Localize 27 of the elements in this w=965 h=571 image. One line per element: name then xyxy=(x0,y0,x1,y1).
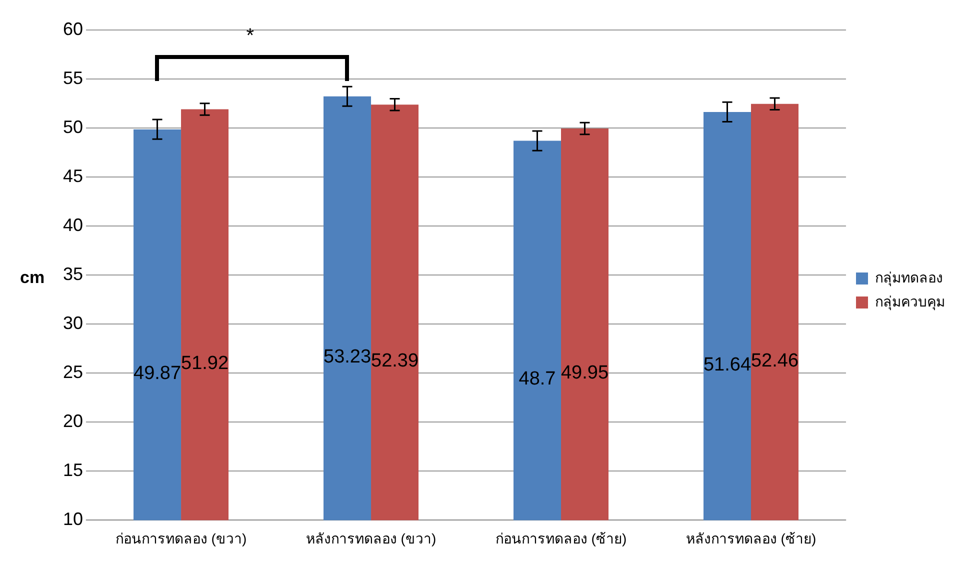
y-tick-label: 55 xyxy=(62,68,84,88)
data-label: 48.7 xyxy=(518,368,556,390)
y-tick-label: 20 xyxy=(62,411,84,432)
data-label: 52.39 xyxy=(370,350,419,372)
y-tick-label: 10 xyxy=(62,509,84,530)
data-label: 49.87 xyxy=(133,363,182,384)
legend-label: กลุ่มควบคุม xyxy=(875,293,945,310)
legend-label: กลุ่มทดลอง xyxy=(875,269,943,286)
data-label: 49.95 xyxy=(560,362,609,384)
y-tick-label: 35 xyxy=(62,264,84,284)
x-tick-label: หลังการทดลอง (ขวา) xyxy=(306,530,436,546)
y-tick-label: 45 xyxy=(62,166,84,186)
x-tick-label: ก่อนการทดลอง (ซ้าย) xyxy=(495,530,627,546)
y-tick-label: 15 xyxy=(62,460,84,480)
y-tick-label: 30 xyxy=(62,313,84,334)
y-tick-label: 25 xyxy=(62,362,84,382)
data-label: 51.92 xyxy=(180,352,229,374)
annotation: * xyxy=(246,25,254,48)
y-axis-title: cm xyxy=(20,268,45,288)
x-tick-label: ก่อนการทดลอง (ขวา) xyxy=(115,530,247,546)
y-tick-label: 50 xyxy=(62,117,84,138)
y-tick-label: 60 xyxy=(62,18,84,39)
data-label: 51.64 xyxy=(703,354,752,376)
y-tick-label: 40 xyxy=(62,215,84,236)
data-label: 53.23 xyxy=(323,346,372,368)
data-label: 52.46 xyxy=(750,350,799,372)
x-tick-label: หลังการทดลอง (ซ้าย) xyxy=(686,530,816,546)
